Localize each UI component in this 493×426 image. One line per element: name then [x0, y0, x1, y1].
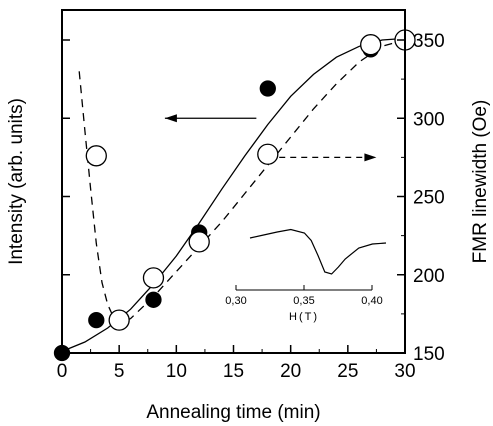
linewidth-point — [142, 267, 165, 289]
x-tick-label: 5 — [114, 361, 125, 382]
intensity-point — [88, 311, 105, 329]
y-right-tick-label: 150 — [413, 344, 445, 365]
x-tick-label: 25 — [337, 361, 358, 382]
inset-tick-label: 0,35 — [293, 295, 314, 307]
x-tick-label: 30 — [394, 361, 415, 382]
x-tick-label: 15 — [223, 361, 244, 382]
axes — [61, 9, 406, 354]
linewidth-point — [85, 145, 107, 167]
linewidth-point — [257, 143, 279, 165]
direction-arrows — [164, 114, 377, 162]
dashed-fit-line — [78, 39, 406, 325]
intensity-point — [145, 291, 162, 308]
x-tick-label: 10 — [166, 361, 187, 382]
inset-x-axis-title: H(T) — [289, 311, 319, 323]
linewidth-point — [188, 231, 210, 253]
y-right-tick-label: 200 — [413, 266, 445, 287]
inset-tick-label: 0,30 — [225, 295, 246, 307]
x-axis-title: Annealing time (min) — [146, 402, 320, 423]
inset-resonance-line — [249, 228, 387, 275]
linewidth-point — [360, 34, 382, 56]
data-points — [53, 29, 416, 362]
left-arrow-head — [164, 114, 177, 123]
intensity-point — [259, 80, 276, 97]
x-tick-label: 0 — [57, 361, 68, 382]
y-left-axis-title: Intensity (arb. units) — [6, 98, 27, 265]
inset-tick-label: 0,40 — [361, 295, 382, 307]
inset-plot: 0,30 0,35 0,40 H(T) — [225, 228, 387, 323]
x-tick-label: 20 — [280, 361, 301, 382]
linewidth-point — [108, 309, 130, 331]
y-right-tick-label: 250 — [413, 188, 445, 209]
y-right-tick-label: 300 — [413, 109, 445, 130]
y-right-axis-title: FMR linewidth (Oe) — [470, 100, 491, 264]
right-arrow-head — [364, 153, 377, 162]
y-right-tick-label: 350 — [413, 31, 445, 52]
